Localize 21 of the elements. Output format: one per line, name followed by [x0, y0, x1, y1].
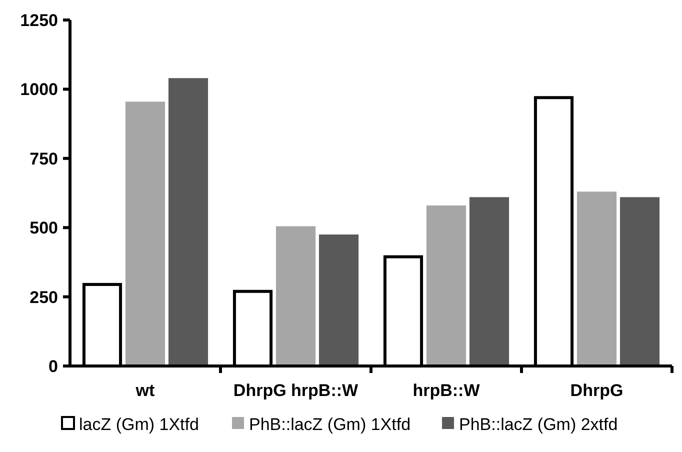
- y-tick-label: 250: [30, 288, 58, 307]
- legend-label: PhB::lacZ (Gm) 2xtfd: [459, 414, 618, 434]
- legend-label: lacZ (Gm) 1Xtfd: [79, 414, 199, 434]
- bar: [576, 192, 617, 366]
- bar: [168, 78, 208, 366]
- y-tick-label: 1000: [20, 80, 58, 100]
- y-tick-label: 500: [30, 218, 58, 238]
- bar: [276, 226, 316, 366]
- y-tick-label: 1250: [20, 10, 58, 30]
- y-tick-label: 0: [48, 356, 58, 376]
- bar: [426, 205, 466, 366]
- bar: [469, 197, 510, 366]
- x-tick-label: DhrpG hrpB::W: [233, 381, 360, 400]
- y-tick-label: 750: [30, 149, 58, 168]
- x-tick-label: hrpB::W: [412, 381, 481, 400]
- x-tick-label: DhrpG: [570, 381, 624, 400]
- bar: [318, 234, 359, 366]
- bar: [125, 102, 166, 366]
- legend-label: PhB::lacZ (Gm) 1Xtfd: [249, 414, 411, 434]
- x-tick-label: wt: [134, 381, 156, 400]
- bar: [620, 197, 660, 366]
